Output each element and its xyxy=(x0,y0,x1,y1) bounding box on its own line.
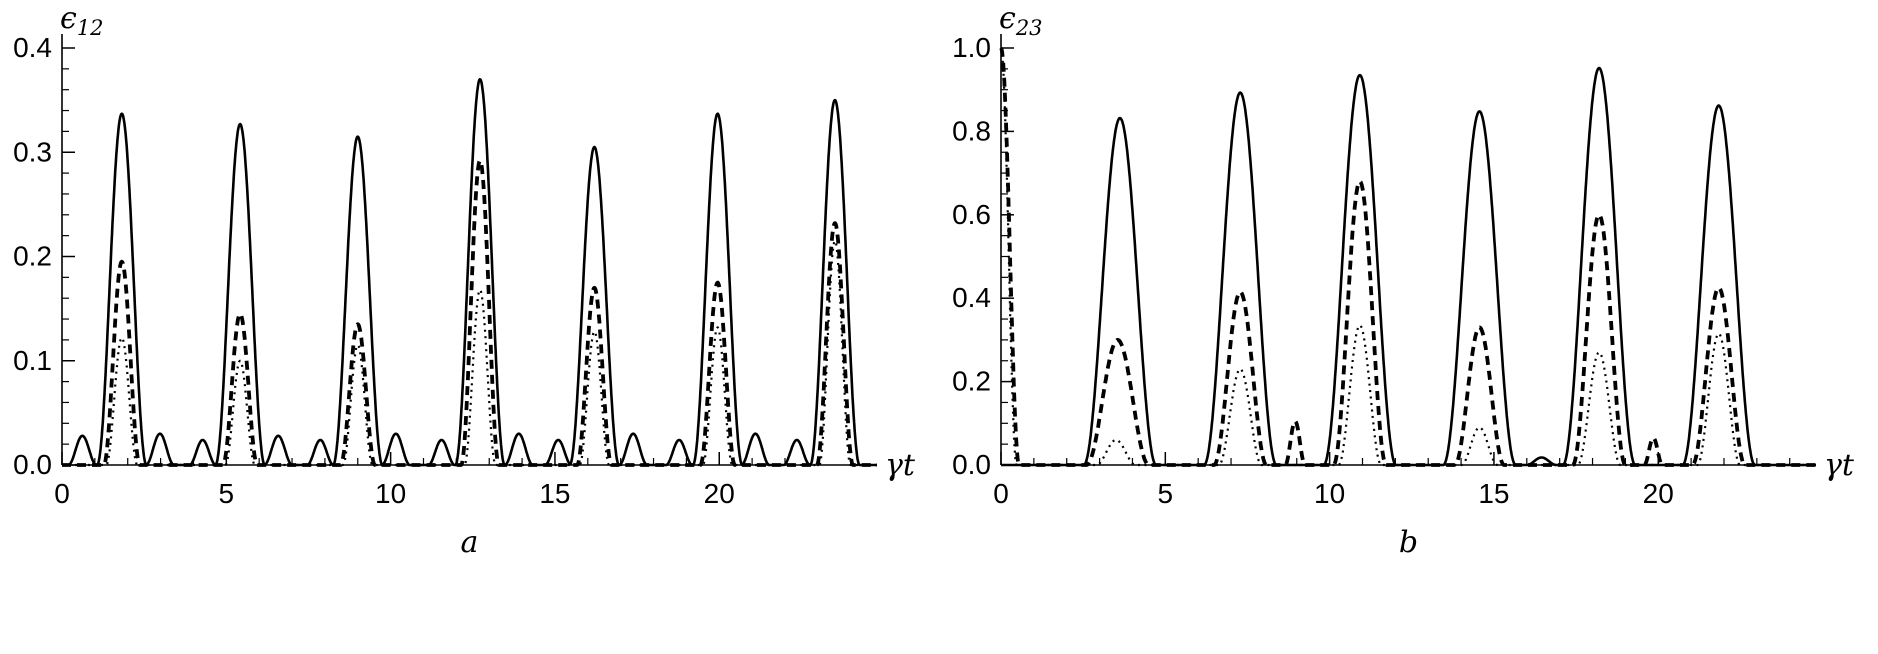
x-axis-label: γt xyxy=(885,448,916,483)
y-axis-label: ϵ12 xyxy=(60,1,104,40)
y-tick-label: 0.0 xyxy=(952,449,991,480)
chart-a-plot: 0 5 10 15 20 0.0 0.1 0.2 0.3 0.4 ϵ12 γt xyxy=(13,1,916,509)
y-tick-label: 0.1 xyxy=(13,345,52,376)
x-tick-label: 5 xyxy=(1158,478,1174,509)
y-tick-label: 0.0 xyxy=(13,449,52,480)
x-tick-label: 5 xyxy=(219,478,235,509)
y-tick-label: 0.2 xyxy=(13,241,52,272)
y-tick-label: 0.4 xyxy=(13,32,52,63)
y-tick-label: 0.8 xyxy=(952,115,991,146)
y-axis-label: ϵ23 xyxy=(999,1,1043,40)
y-tick-label: 1.0 xyxy=(952,32,991,63)
x-tick-label: 15 xyxy=(1478,478,1509,509)
x-tick-label: 20 xyxy=(1643,478,1674,509)
series-dotted-line xyxy=(61,239,878,467)
caption-b: b xyxy=(1398,525,1419,560)
series-solid-line xyxy=(1000,66,1817,467)
x-tick-label: 10 xyxy=(375,478,406,509)
x-tick-label: 10 xyxy=(1314,478,1345,509)
y-tick-label: 0.3 xyxy=(13,136,52,167)
x-tick-label: 15 xyxy=(539,478,570,509)
x-tick-label: 0 xyxy=(993,478,1009,509)
x-tick-label: 20 xyxy=(704,478,735,509)
chart-panel-b: 0 5 10 15 20 0.0 0.2 0.4 0.6 0.8 1.0 ϵ23 γt b xyxy=(939,0,1878,654)
y-tick-label: 0.4 xyxy=(952,282,991,313)
caption-a: a xyxy=(460,525,479,560)
y-tick-label: 0.2 xyxy=(952,366,991,397)
series-solid-line xyxy=(61,78,878,467)
chart-b-plot: 0 5 10 15 20 0.0 0.2 0.4 0.6 0.8 1.0 ϵ23 γt xyxy=(952,1,1855,509)
chart-panel-a: 0 5 10 15 20 0.0 0.1 0.2 0.3 0.4 ϵ12 γt a xyxy=(13,1,916,560)
y-tick-label: 0.6 xyxy=(952,199,991,230)
x-axis-label: γt xyxy=(1824,448,1855,483)
x-tick-label: 0 xyxy=(54,478,70,509)
